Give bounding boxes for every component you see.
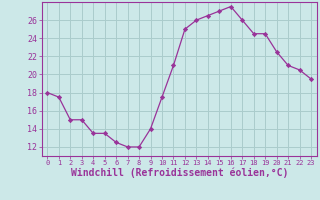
X-axis label: Windchill (Refroidissement éolien,°C): Windchill (Refroidissement éolien,°C) (70, 168, 288, 178)
